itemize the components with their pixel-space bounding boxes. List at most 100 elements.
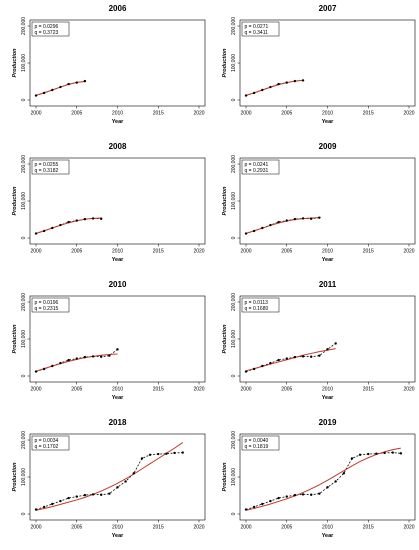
observed-point	[350, 457, 354, 460]
observed-point	[285, 495, 288, 498]
observed-point	[181, 451, 184, 454]
x-tick-label-2010: 2010	[322, 387, 333, 393]
legend-box	[241, 435, 280, 451]
observed-point	[148, 453, 152, 456]
observed-series-line	[35, 217, 102, 234]
x-tick-label-2000: 2000	[30, 111, 41, 117]
y-axis-title: Production	[12, 462, 18, 492]
y-tick-label-200,000: 200,000	[21, 431, 27, 449]
observed-point	[59, 361, 62, 365]
legend-entry: q = 0.2315	[35, 306, 59, 312]
observed-point	[34, 508, 38, 511]
observed-point	[42, 229, 46, 233]
y-tick-label-0: 0	[231, 236, 237, 239]
y-tick-label-0: 0	[21, 98, 27, 101]
observed-point	[358, 453, 362, 456]
x-tick-label-2005: 2005	[71, 525, 82, 531]
y-tick-label-200,000: 200,000	[21, 155, 27, 173]
x-axis-title: Year	[322, 533, 334, 539]
y-tick-label-200,000: 200,000	[21, 17, 27, 35]
observed-point	[51, 88, 54, 92]
fitted-series-line	[245, 447, 401, 511]
observed-point	[293, 355, 297, 359]
fitted-series-line	[245, 217, 320, 234]
observed-point	[342, 472, 345, 475]
observed-point	[252, 229, 256, 233]
observed-point	[140, 457, 144, 460]
y-tick-label-0: 0	[21, 512, 27, 515]
observed-point	[261, 364, 264, 368]
legend-entry: q = 0.3182	[35, 168, 59, 174]
x-tick-label-2000: 2000	[30, 387, 41, 393]
panel-title: 2009	[319, 142, 337, 151]
y-tick-label-200,000: 200,000	[21, 293, 27, 311]
observed-point	[285, 219, 288, 222]
legend-entry: p = 0.0040	[245, 438, 269, 444]
y-axis-title: Production	[12, 48, 18, 78]
observed-point	[157, 452, 160, 456]
observed-point	[124, 480, 127, 483]
y-tick-label-100,000: 100,000	[231, 192, 237, 210]
panel-2019: 2019 2000 2005 2010 2015 2020 0 100,000 200,000 Y…	[222, 418, 416, 539]
observed-point	[51, 502, 54, 506]
observed-point	[34, 232, 38, 235]
observed-point	[244, 232, 248, 235]
x-tick-label-2000: 2000	[240, 111, 251, 117]
x-tick-label-2020: 2020	[403, 249, 414, 255]
x-tick-label-2010: 2010	[112, 387, 123, 393]
x-tick-label-2005: 2005	[281, 249, 292, 255]
y-tick-label-100,000: 100,000	[21, 192, 27, 210]
legend-entry: q = 0.3723	[35, 30, 59, 36]
observed-point	[75, 495, 78, 498]
x-tick-label-2015: 2015	[153, 249, 164, 255]
panel-title: 2006	[109, 4, 127, 13]
legend-box	[31, 159, 70, 175]
observed-point	[59, 223, 62, 227]
x-tick-label-2005: 2005	[281, 387, 292, 393]
x-tick-label-2015: 2015	[363, 111, 374, 117]
legend-box	[31, 21, 70, 37]
y-tick-label-100,000: 100,000	[231, 330, 237, 348]
x-axis-title: Year	[112, 119, 124, 125]
x-tick-label-2005: 2005	[71, 387, 82, 393]
observed-point	[59, 85, 62, 89]
legend-entry: q = 0.2931	[245, 168, 269, 174]
panel-2007: 2007 2000 2005 2010 2015 2020 0 100,000 200,000 Y…	[222, 4, 416, 125]
observed-point	[326, 348, 329, 351]
y-tick-label-200,000: 200,000	[231, 431, 237, 449]
panel-title: 2019	[319, 418, 337, 427]
observed-point	[318, 216, 321, 219]
observed-point	[285, 81, 288, 84]
observed-point	[277, 82, 280, 86]
y-tick-label-100,000: 100,000	[21, 330, 27, 348]
observed-point	[83, 217, 87, 221]
legend-entry: q = 0.1702	[35, 444, 59, 450]
panel-title: 2007	[319, 4, 337, 13]
legend-entry: p = 0.0113	[245, 300, 269, 306]
fitted-series-line	[245, 79, 304, 96]
panel-2008: 2008 2000 2005 2010 2015 2020 0 100,000 200,000 Y…	[12, 142, 206, 263]
observed-point	[269, 223, 272, 227]
x-tick-label-2005: 2005	[71, 249, 82, 255]
x-axis-title: Year	[322, 119, 334, 125]
x-tick-label-2000: 2000	[30, 249, 41, 255]
x-tick-label-2020: 2020	[403, 111, 414, 117]
x-tick-label-2020: 2020	[403, 387, 414, 393]
panel-title: 2010	[109, 280, 127, 289]
y-tick-label-0: 0	[21, 236, 27, 239]
y-axis-title: Production	[12, 324, 18, 354]
legend-box	[241, 159, 280, 175]
y-axis-title: Production	[222, 462, 228, 492]
x-tick-label-2000: 2000	[240, 249, 251, 255]
observed-point	[75, 81, 78, 84]
observed-point	[67, 82, 70, 86]
legend-box	[241, 21, 280, 37]
observed-point	[310, 355, 313, 358]
legend-entry: p = 0.0241	[245, 162, 269, 168]
observed-point	[116, 486, 119, 489]
x-tick-label-2015: 2015	[363, 387, 374, 393]
x-tick-label-2010: 2010	[322, 525, 333, 531]
observed-point	[67, 220, 70, 224]
observed-point	[318, 492, 321, 495]
